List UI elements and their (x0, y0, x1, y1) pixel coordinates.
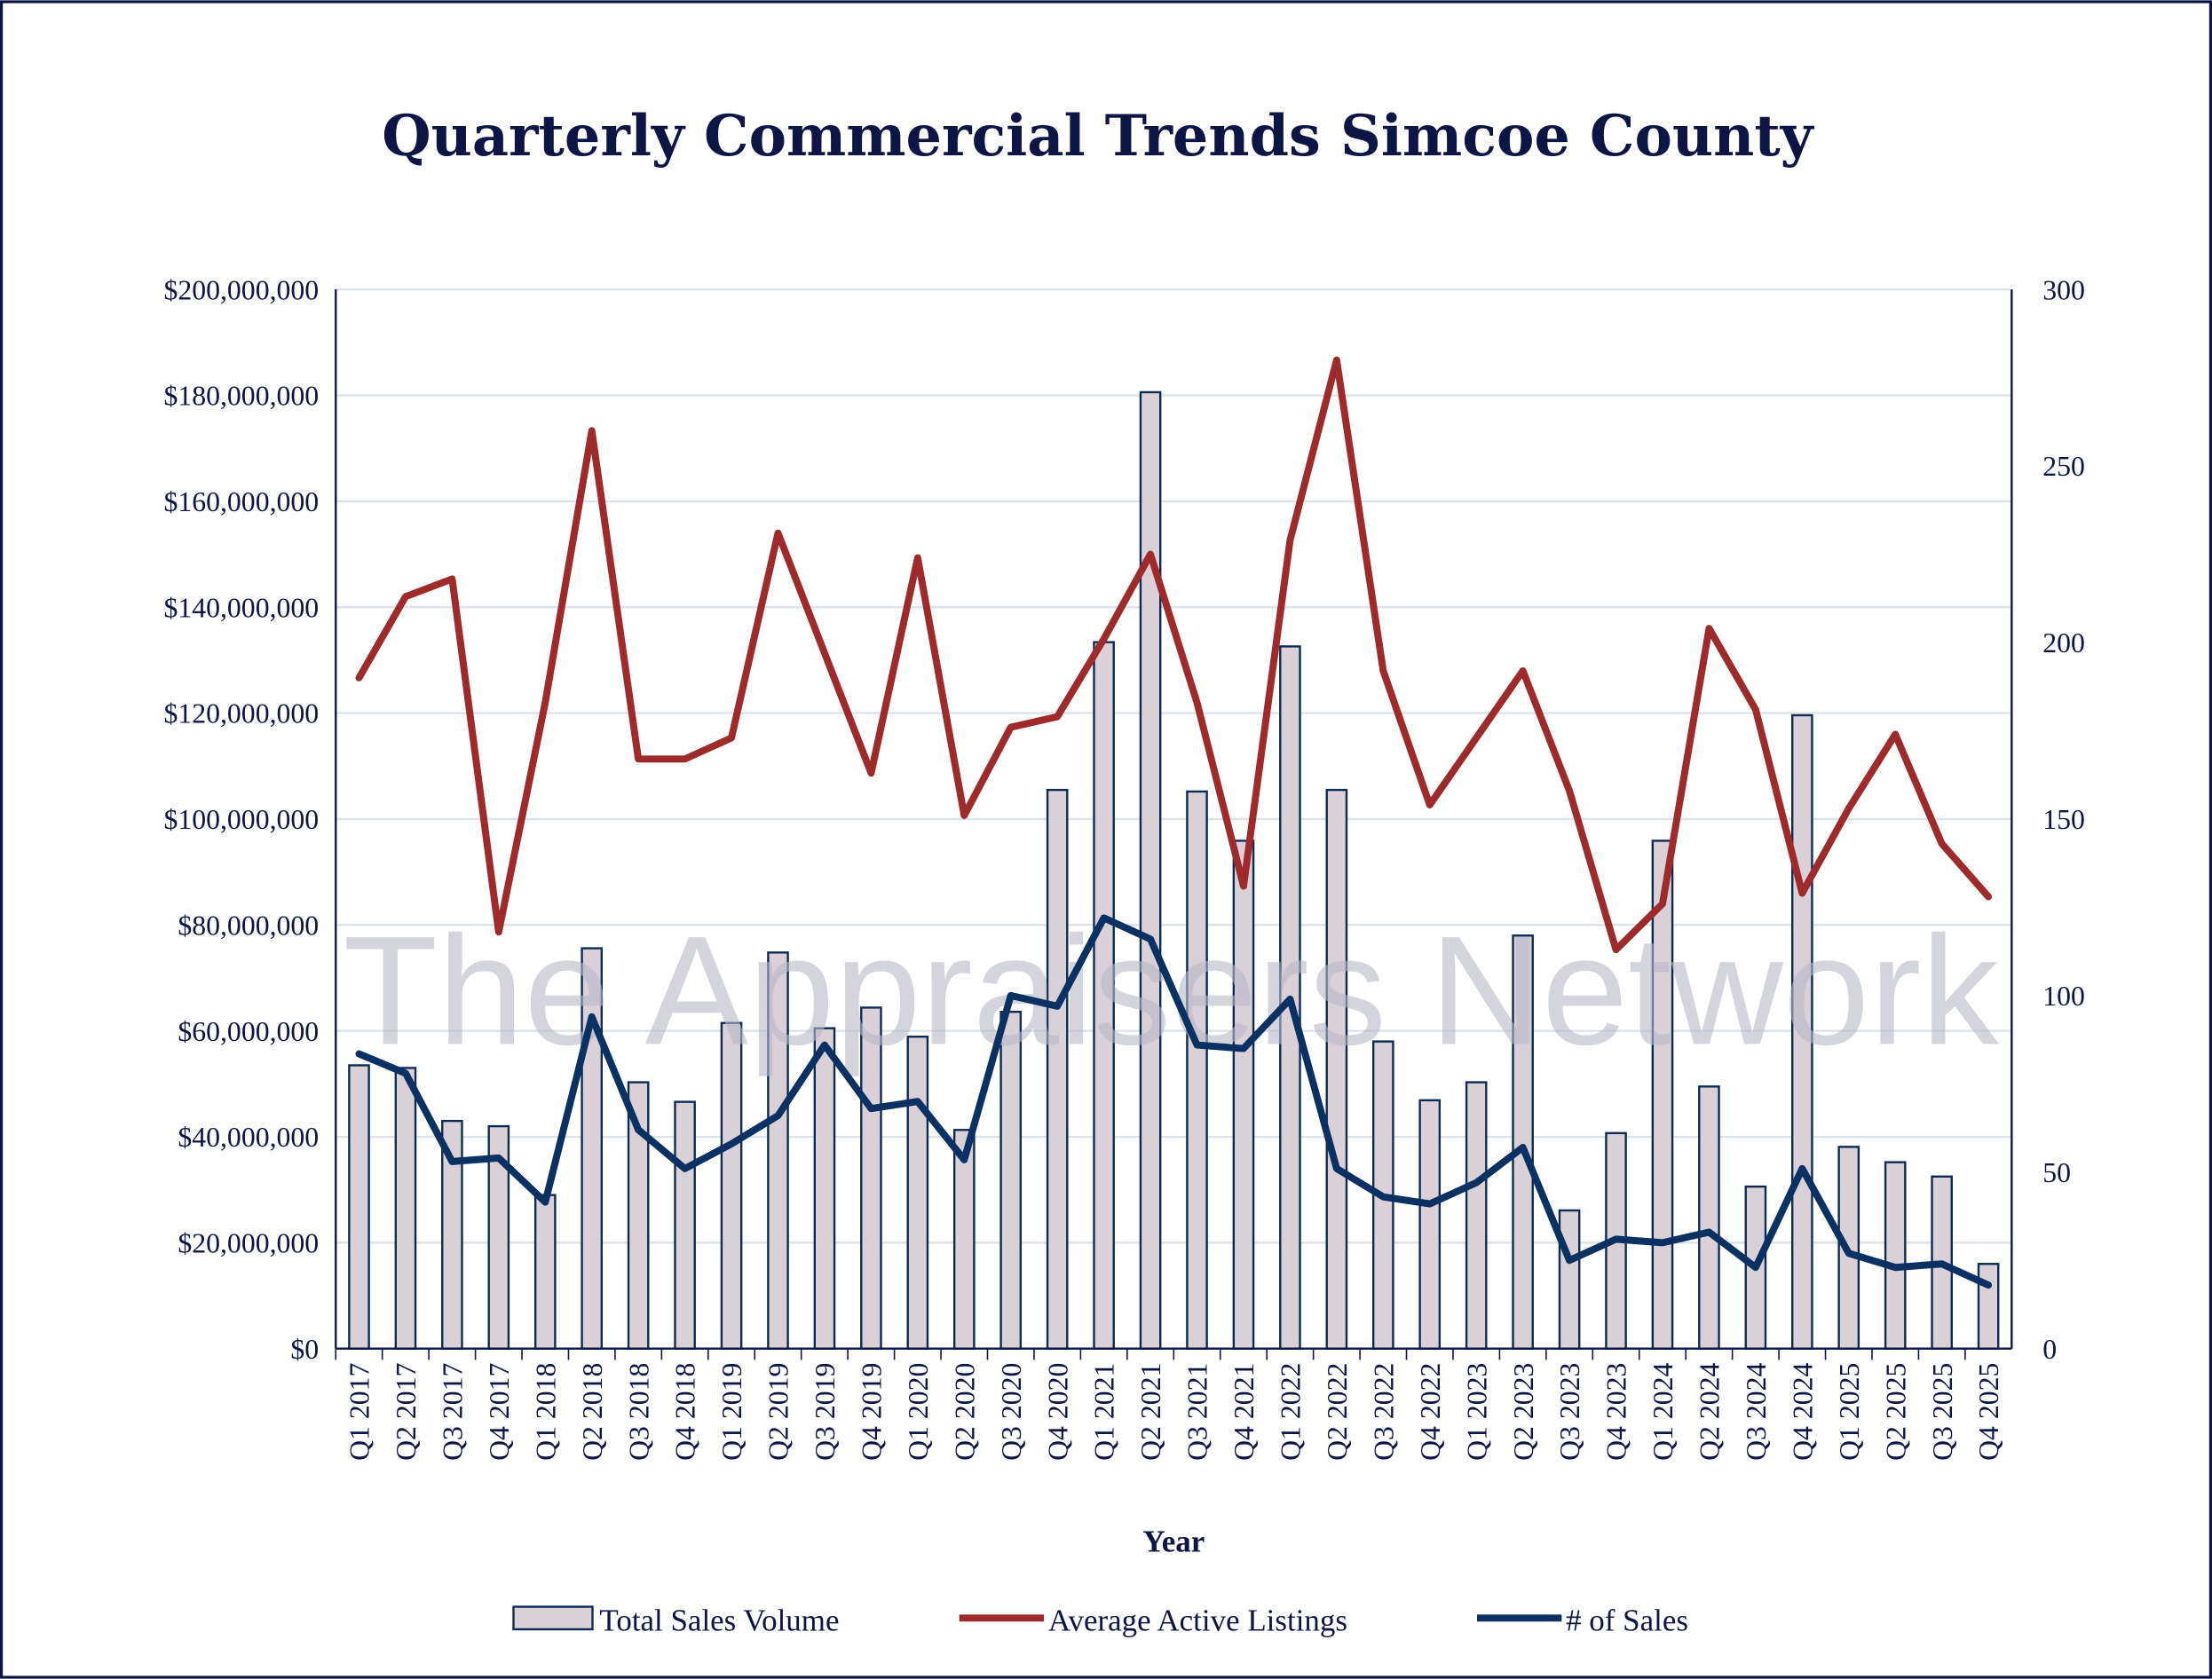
x-tick-label: Q3 2018 (623, 1363, 654, 1461)
x-tick-label: Q2 2022 (1322, 1363, 1353, 1461)
x-tick-label: Q4 2019 (857, 1363, 888, 1461)
x-tick-label: Q3 2020 (996, 1363, 1027, 1461)
bar-total-sales-volume (674, 1100, 696, 1350)
y-tick-label-left: $100,000,000 (163, 804, 319, 835)
legend-label-number-of-sales: # of Sales (1566, 1604, 1688, 1638)
y-tick-label-right: 250 (2042, 451, 2085, 482)
bar-total-sales-volume (533, 1194, 557, 1350)
legend: Total Sales Volume Average Active Listin… (512, 1604, 1688, 1638)
bar-total-sales-volume (1884, 1161, 1907, 1350)
x-tick-label: Q3 2023 (1554, 1363, 1585, 1461)
x-tick-label: Q2 2017 (391, 1363, 422, 1461)
y-tick-label-left: $20,000,000 (178, 1228, 319, 1259)
y-tick-label-right: 0 (2042, 1334, 2057, 1365)
bar-total-sales-volume (906, 1036, 929, 1350)
y-tick-label-right: 100 (2042, 981, 2085, 1012)
y-tick-label-left: $160,000,000 (163, 486, 319, 517)
x-tick-label: Q2 2020 (949, 1363, 980, 1461)
y-tick-label-left: $0 (290, 1334, 319, 1365)
x-tick-label: Q1 2025 (1834, 1363, 1865, 1461)
x-tick-label: Q1 2024 (1647, 1363, 1679, 1461)
x-tick-label: Q1 2022 (1276, 1363, 1307, 1461)
x-tick-label: Q3 2022 (1368, 1363, 1399, 1461)
x-tick-label: Q3 2019 (810, 1363, 841, 1461)
x-tick-label: Q4 2023 (1601, 1363, 1632, 1461)
x-tick-label: Q1 2023 (1461, 1363, 1492, 1461)
bar-total-sales-volume (1977, 1263, 2000, 1350)
gridlines (336, 288, 2012, 1244)
legend-swatch-total-sales-volume (512, 1605, 594, 1631)
x-tick-label: Q4 2022 (1415, 1363, 1446, 1461)
x-tick-label: Q4 2018 (670, 1363, 701, 1461)
bar-total-sales-volume (348, 1064, 370, 1350)
x-tick-label: Q3 2024 (1741, 1363, 1772, 1461)
x-tick-label: Q4 2021 (1228, 1363, 1260, 1461)
y-tick-label-left: $200,000,000 (163, 274, 319, 305)
bar-total-sales-volume (1558, 1209, 1581, 1350)
x-tick-label: Q1 2021 (1089, 1363, 1120, 1461)
y-tick-label-left: $80,000,000 (178, 910, 319, 941)
x-tick-label: Q3 2017 (437, 1363, 468, 1461)
x-tick-label: Q3 2021 (1182, 1363, 1213, 1461)
x-tick-label: Q1 2018 (530, 1363, 561, 1461)
bar-total-sales-volume (1418, 1099, 1442, 1350)
x-tick-label: Q4 2020 (1042, 1363, 1073, 1461)
y-tick-label-left: $180,000,000 (163, 381, 319, 412)
bar-total-sales-volume (1465, 1081, 1488, 1350)
x-tick-label: Q2 2023 (1508, 1363, 1539, 1461)
y-tick-label-right: 50 (2042, 1157, 2071, 1188)
chart-title: Quarterly Commercial Trends Simcoe Count… (382, 102, 1814, 169)
x-axis-title: Year (1142, 1525, 1205, 1559)
line-number-of-sales (355, 914, 1993, 1289)
bar-total-sales-volume (1698, 1085, 1720, 1350)
x-tick-label: Q2 2021 (1135, 1363, 1166, 1461)
x-tick-label: Q1 2017 (344, 1363, 375, 1461)
y-tick-label-right: 150 (2042, 804, 2085, 835)
line-average-active-listings (355, 356, 1993, 954)
y-tick-label-right: 300 (2042, 274, 2085, 305)
x-tick-label: Q2 2019 (763, 1363, 794, 1461)
y-tick-label-left: $40,000,000 (178, 1122, 319, 1153)
x-tick-label: Q4 2024 (1787, 1363, 1818, 1461)
x-tick-label: Q2 2025 (1880, 1363, 1911, 1461)
bar-total-sales-volume (1139, 390, 1162, 1350)
legend-label-average-active-listings: Average Active Listings (1048, 1604, 1347, 1638)
y-tick-label-left: $60,000,000 (178, 1016, 319, 1047)
bar-total-sales-volume (394, 1067, 417, 1350)
x-tick-label: Q3 2025 (1927, 1363, 1958, 1461)
x-tick-label: Q1 2019 (716, 1363, 747, 1461)
y-tick-label-left: $120,000,000 (163, 698, 319, 729)
x-tick-label: Q4 2025 (1973, 1363, 2004, 1461)
x-tick-label: Q4 2017 (484, 1363, 515, 1461)
x-tick-label: Q2 2018 (577, 1363, 608, 1461)
axes: $0 $20,000,000 $40,000,000 $60,000,000 $80,0… (163, 274, 2084, 1461)
y-tick-label-right: 200 (2042, 627, 2085, 658)
x-tick-label: Q2 2024 (1695, 1363, 1726, 1461)
line-series (355, 356, 1993, 1289)
x-tick-label: Q1 2020 (903, 1363, 934, 1461)
legend-label-total-sales-volume: Total Sales Volume (599, 1604, 839, 1638)
y-tick-label-left: $140,000,000 (163, 592, 319, 623)
